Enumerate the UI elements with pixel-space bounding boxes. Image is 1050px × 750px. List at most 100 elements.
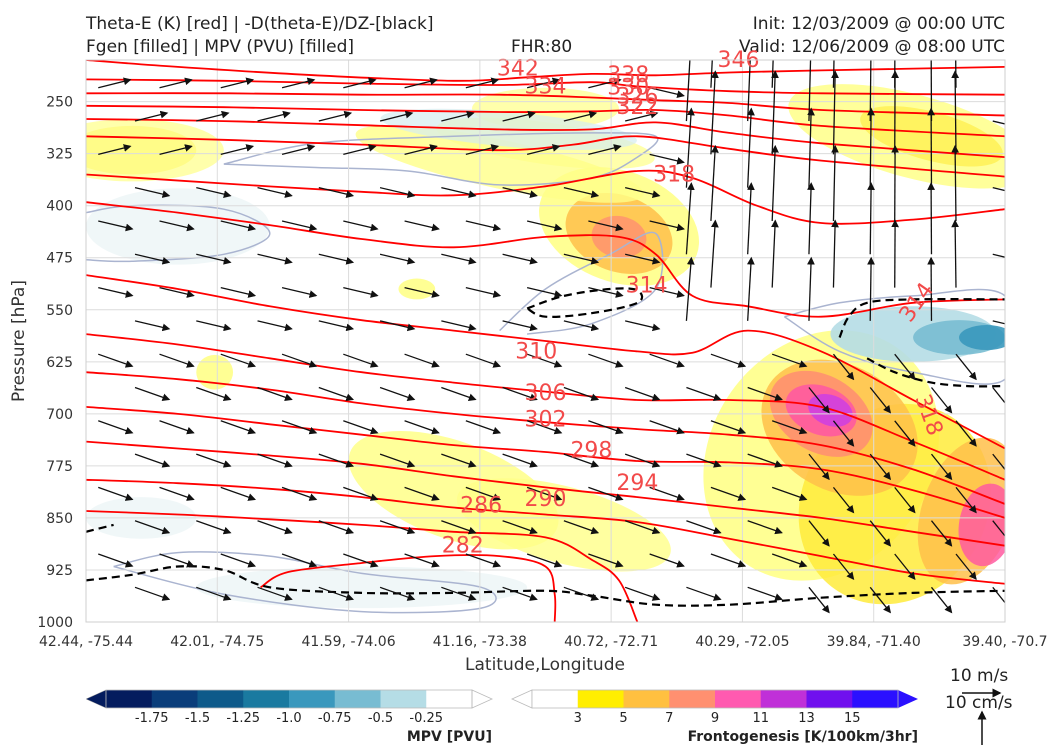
- fgen-colorbar-cell-6: [852, 690, 899, 708]
- wind-vector: [379, 453, 416, 468]
- wind-vector: [465, 420, 502, 435]
- wind-vector: [649, 220, 685, 232]
- wind-vector: [220, 353, 257, 368]
- fgen-colorbar-tick-5: 13: [798, 711, 815, 726]
- theta-e-label-314: 314: [626, 273, 668, 298]
- wind-vector: [685, 107, 695, 188]
- mpv-outline-4: [113, 551, 497, 614]
- wind-vector: [98, 486, 134, 501]
- wind-vector: [930, 387, 953, 414]
- wind-vector: [196, 386, 232, 402]
- fgen-colorbar-cell-0: [577, 690, 624, 708]
- wind-vector: [951, 219, 960, 288]
- fgen-colorbar-right-arrow: [898, 690, 918, 708]
- wind-vector: [281, 144, 316, 155]
- wind-vector: [134, 453, 171, 468]
- stability-contour-4: [86, 523, 114, 533]
- field-fill-16: [86, 118, 224, 182]
- wind-vector: [747, 60, 751, 122]
- wind-vector: [257, 320, 293, 332]
- x-tick-label-2: 41.59, -74.06: [302, 634, 396, 650]
- wind-vector: [869, 60, 872, 122]
- wind-vector: [563, 386, 600, 402]
- wind-vector: [502, 320, 538, 332]
- wind-vector: [624, 320, 661, 332]
- stability-contour-2: [838, 298, 1005, 338]
- wind-vector: [992, 520, 1005, 538]
- theta-e-label-326: 326: [616, 85, 658, 110]
- wind-vector: [894, 420, 916, 447]
- y-tick-label-0: 250: [46, 95, 73, 111]
- wind-vector: [930, 453, 953, 481]
- mpv-colorbar-tick-1: -1.5: [185, 711, 210, 726]
- wind-vector: [526, 486, 563, 501]
- theta-e-contour-294: [86, 440, 1005, 547]
- wind-vector: [220, 486, 257, 501]
- y-axis-label: Pressure [hPa]: [9, 280, 29, 402]
- y-tick-label-9: 925: [46, 563, 73, 579]
- wind-vector: [343, 420, 379, 435]
- wind-vector: [159, 486, 195, 501]
- wind-vector: [196, 253, 232, 265]
- wind-vector: [441, 320, 477, 332]
- wind-vector: [588, 77, 622, 89]
- wind-vector: [686, 386, 722, 402]
- wind-vector: [257, 520, 293, 535]
- wind-vector: [624, 586, 661, 601]
- wind-vector: [318, 187, 355, 198]
- fgen-colorbar: 3 5 7 9 11 13 15: [511, 689, 918, 726]
- wind-vector: [465, 486, 502, 501]
- y-tick-label-10: 1000: [37, 615, 73, 631]
- stability-contour-3: [866, 357, 1005, 388]
- fgen-colorbar-title: Frontogenesis [K/100km/3hr]: [688, 729, 918, 745]
- mpv-colorbar: -1.75 -1.5 -1.25 -1.0 -0.75 -0.5 -0.25: [85, 689, 493, 726]
- field-fill-5: [808, 394, 853, 427]
- wind-vector: [771, 144, 779, 221]
- wind-vector: [281, 286, 318, 298]
- wind-vector: [441, 520, 477, 535]
- wind-vector: [869, 520, 892, 547]
- wind-vector: [771, 70, 779, 155]
- fgen-colorbar-cell-4: [760, 690, 807, 708]
- theta-e-contour-330: [86, 104, 1005, 138]
- y-tick-label-2: 400: [46, 199, 73, 215]
- y-tick-label-1: 325: [46, 147, 73, 163]
- wind-vector: [624, 187, 661, 198]
- wind-vector: [502, 110, 536, 122]
- wind-vector: [747, 256, 755, 321]
- wind-vector: [930, 520, 953, 547]
- wind-vector: [930, 586, 953, 614]
- wind-vector: [318, 386, 355, 402]
- wind-vector: [257, 253, 293, 265]
- wind-vector: [710, 70, 719, 155]
- wind-vector: [220, 144, 255, 155]
- wind-vector: [831, 144, 839, 221]
- wind-vector: [686, 586, 722, 601]
- wind-vector: [832, 486, 855, 514]
- wind-vector: [710, 553, 747, 568]
- fgen-colorbar-tick-2: 7: [665, 711, 673, 726]
- mpv-colorbar-left-arrow: [85, 689, 107, 709]
- wind-vector: [281, 353, 318, 368]
- mpv-colorbar-cell-7: [426, 690, 473, 708]
- wind-vector: [404, 486, 440, 501]
- wind-vector: [747, 453, 783, 468]
- wind-vector: [134, 386, 171, 402]
- plot-frame: [85, 59, 1006, 623]
- field-fill-26: [959, 325, 1005, 351]
- y-tick-label-6: 700: [46, 407, 73, 423]
- wind-vector: [685, 60, 691, 122]
- wind-vector: [465, 553, 502, 568]
- wind-vector: [343, 77, 377, 89]
- wind-vector: [196, 520, 232, 535]
- x-tick-label-1: 42.01, -74.75: [170, 634, 264, 650]
- wind-vector: [807, 182, 815, 255]
- wind-vector: [588, 553, 624, 568]
- wind-vector: [502, 253, 538, 265]
- wind-vector: [894, 486, 916, 514]
- mpv-colorbar-cell-0: [106, 690, 153, 708]
- wind-vector: [196, 586, 232, 601]
- wind-vector: [771, 353, 808, 368]
- wind-vector: [159, 420, 195, 435]
- wind-vector: [624, 386, 661, 402]
